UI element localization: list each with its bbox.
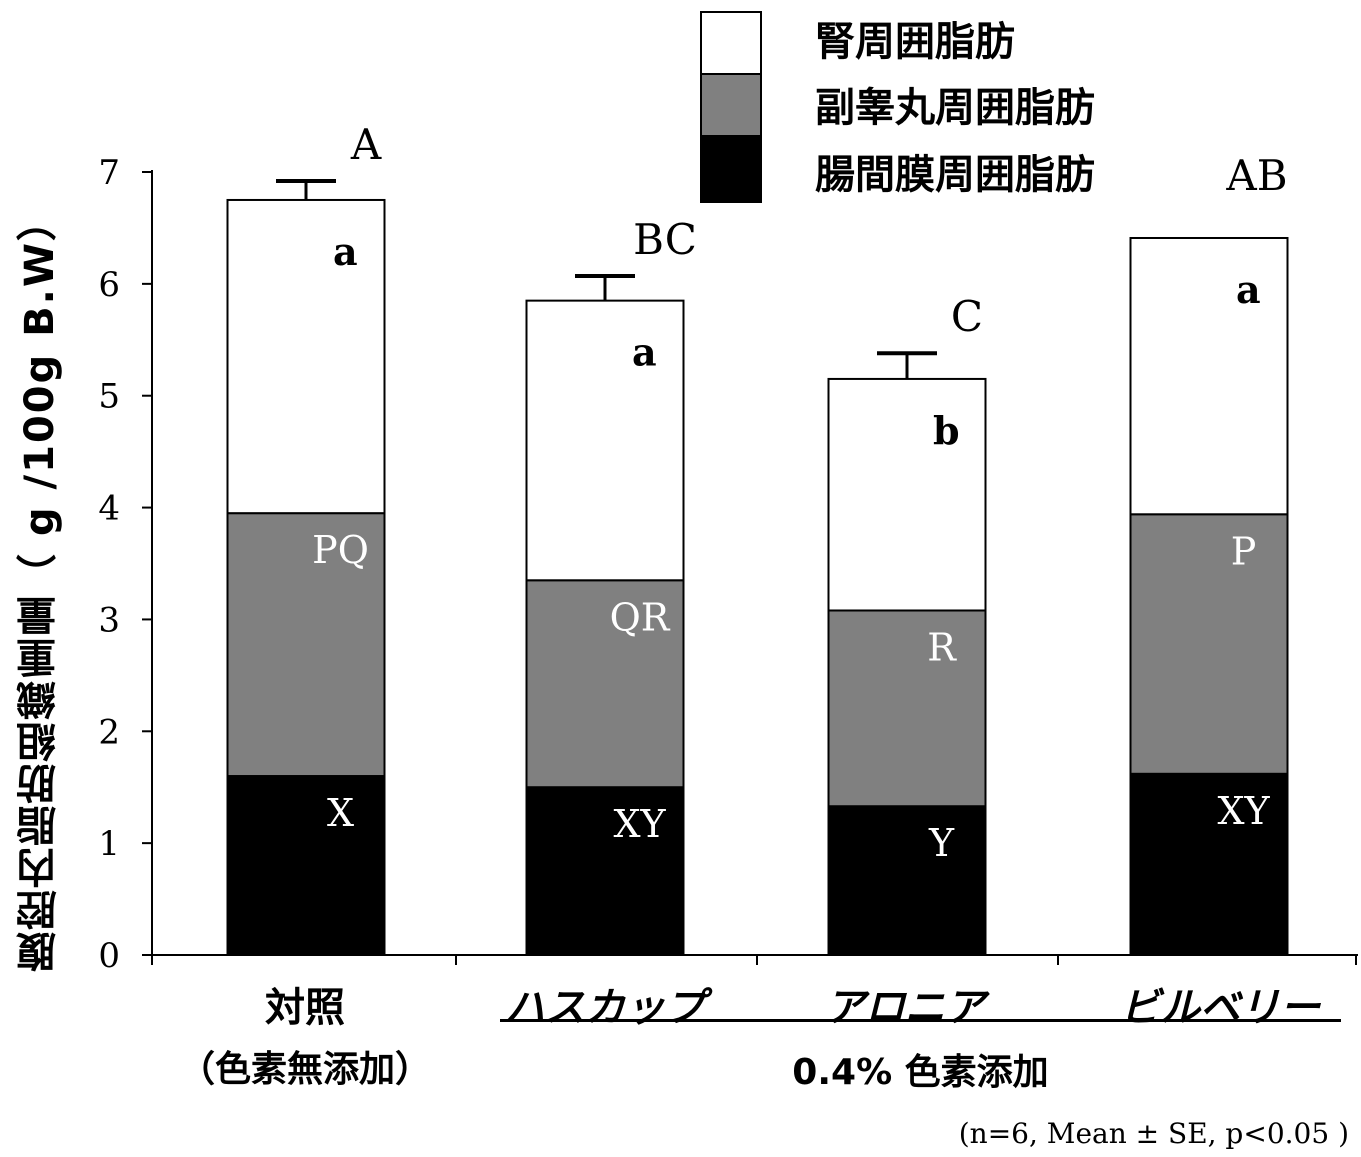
significance-letter: XY: [1217, 789, 1270, 833]
legend-label-1: 副睾丸周囲脂肪: [815, 85, 1095, 131]
total-significance-letter: BC: [633, 215, 697, 264]
bar-segment: [226, 775, 386, 956]
significance-letter: a: [333, 229, 358, 274]
legend-label-2: 腸間膜周囲脂肪: [815, 152, 1095, 198]
y-tick-label: 1: [98, 824, 120, 864]
total-significance-letter: C: [951, 292, 983, 341]
bar-segment: [1129, 236, 1289, 516]
bar-segment: [827, 377, 987, 612]
bar-segment: [226, 198, 386, 515]
significance-letter: X: [327, 791, 354, 835]
significance-letter: b: [933, 408, 960, 453]
y-tick-label: 6: [98, 265, 120, 305]
bar-segment: [1129, 772, 1289, 957]
x-category-subtitle-control: （色素無添加）: [178, 1049, 431, 1090]
total-significance-letter: A: [350, 120, 382, 169]
y-tick-label: 2: [98, 712, 120, 752]
significance-letter: P: [1231, 529, 1257, 573]
significance-letter: PQ: [312, 528, 369, 572]
legend-swatch: [700, 73, 762, 137]
legend-label-0: 腎周囲脂肪: [815, 19, 1015, 65]
y-tick-label: 5: [98, 377, 120, 417]
x-category-label-control: 対照: [265, 985, 345, 1031]
y-axis-label-wrap: 腹腔内脂肪組織重量（ g /100g B.W）: [10, 198, 70, 972]
legend-swatch: [700, 11, 762, 75]
significance-letter: a: [632, 330, 657, 375]
x-category-label-aronia: アロニア: [825, 985, 985, 1031]
bar-segment: [827, 609, 987, 808]
y-tick-label: 3: [98, 600, 120, 640]
x-category-label-haskap: ハスカップ: [505, 985, 705, 1031]
group-bracket-line: [500, 1019, 1341, 1022]
bar-segment: [226, 512, 386, 778]
significance-letter: Y: [928, 821, 955, 865]
significance-letter: R: [927, 625, 957, 669]
y-axis-label: 腹腔内脂肪組織重量（ g /100g B.W）: [17, 198, 63, 972]
y-tick-label: 4: [98, 489, 120, 529]
significance-letter: XY: [613, 802, 666, 846]
legend-swatch: [700, 135, 762, 203]
y-tick-label: 0: [98, 936, 120, 976]
y-tick-label: 7: [98, 153, 120, 193]
footnote: (n=6, Mean ± SE, p<0.05 ): [958, 1117, 1349, 1150]
group-label: 0.4% 色素添加: [792, 1052, 1049, 1093]
bar-segment: [525, 579, 685, 789]
total-significance-letter: AB: [1225, 151, 1287, 200]
bar-segment: [525, 299, 685, 582]
bar-segment: [525, 786, 685, 957]
x-category-label-bilberry: ビルベリー: [1120, 985, 1320, 1031]
bar-segment: [827, 805, 987, 956]
significance-letter: QR: [610, 595, 671, 639]
significance-letter: a: [1236, 267, 1261, 312]
bar-segment: [1129, 513, 1289, 775]
